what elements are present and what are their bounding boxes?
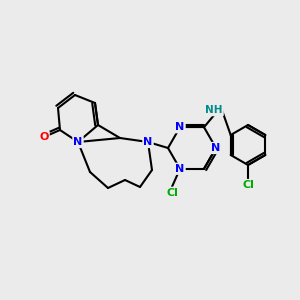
Text: N: N: [176, 164, 184, 174]
Text: N: N: [74, 137, 82, 147]
Text: Cl: Cl: [242, 180, 254, 190]
Text: NH: NH: [205, 105, 223, 115]
Text: N: N: [212, 143, 220, 153]
Text: O: O: [39, 132, 49, 142]
Text: N: N: [176, 122, 184, 132]
Text: N: N: [143, 137, 153, 147]
Text: Cl: Cl: [166, 188, 178, 198]
